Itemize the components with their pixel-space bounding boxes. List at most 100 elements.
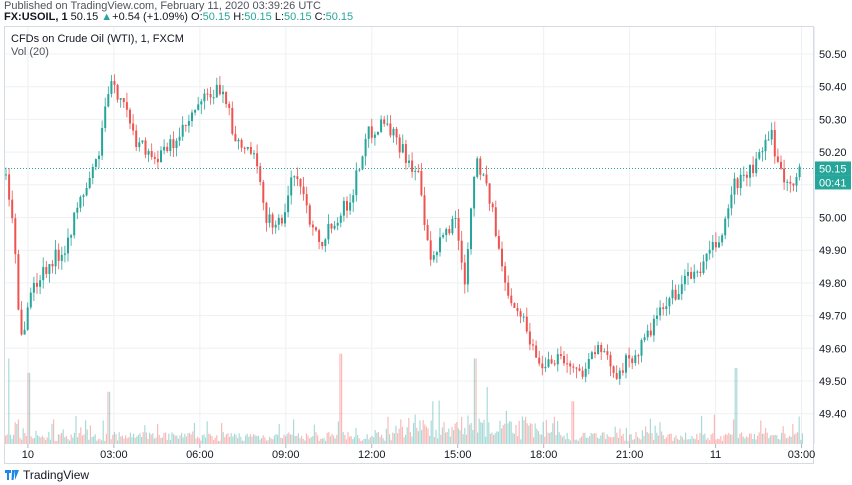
candle-body — [640, 340, 643, 356]
candle-body — [293, 176, 296, 178]
volume-bar — [80, 427, 82, 444]
volume-bar — [291, 434, 293, 444]
volume-bar — [581, 436, 583, 444]
volume-bar — [77, 437, 79, 444]
candle-body — [377, 131, 379, 135]
volume-bar — [350, 436, 352, 444]
volume-bar — [670, 433, 672, 444]
volume-bar — [19, 437, 21, 444]
candle-body — [122, 98, 125, 103]
volume-bar — [462, 434, 464, 444]
ohlc-high-value: 50.15 — [244, 11, 272, 23]
volume-bar — [232, 436, 234, 444]
volume-bar — [329, 436, 331, 444]
volume-bar — [469, 424, 471, 444]
candle-body — [17, 254, 20, 310]
volume-bar — [669, 433, 671, 444]
volume-bar — [678, 439, 680, 444]
volume-bar — [56, 440, 58, 444]
candle-body — [510, 295, 513, 304]
volume-bar — [43, 437, 45, 444]
candle-body — [349, 202, 352, 211]
candle-body — [445, 229, 448, 236]
candle-body — [308, 205, 311, 225]
volume-bar — [221, 423, 223, 444]
volume-bar — [309, 438, 311, 444]
volume-bar — [360, 440, 362, 444]
volume-bar — [302, 438, 304, 444]
volume-bar — [411, 436, 413, 444]
candle-body — [497, 236, 500, 249]
candle-body — [361, 156, 364, 170]
volume-bar — [385, 428, 387, 444]
candle-body — [507, 282, 510, 296]
volume-bar — [693, 438, 695, 444]
volume-bar — [781, 432, 783, 444]
volume-bar — [160, 438, 162, 444]
candle-body — [358, 169, 361, 171]
candle-body — [209, 94, 212, 98]
y-tick-label: 50.50 — [819, 49, 847, 61]
volume-bar — [721, 440, 723, 444]
volume-bar — [605, 439, 607, 444]
volume-bar — [259, 439, 261, 444]
volume-bar — [526, 423, 528, 444]
candle-body — [708, 249, 711, 254]
volume-bar — [539, 434, 541, 444]
volume-bar — [549, 433, 551, 444]
candle-body — [184, 124, 187, 126]
volume-bar — [321, 438, 323, 444]
candle-body — [5, 174, 7, 176]
volume-bar — [569, 440, 571, 444]
volume-bar — [13, 434, 15, 444]
volume-bar — [792, 424, 794, 444]
volume-bar — [257, 435, 259, 444]
volume-bar — [779, 439, 781, 444]
volume-bar — [472, 430, 474, 444]
volume-bar — [768, 438, 770, 444]
candle-body — [26, 307, 29, 330]
candle-body — [690, 271, 693, 279]
candle-body — [470, 208, 472, 250]
candle-body — [792, 183, 795, 186]
change-up-icon: ▲ — [101, 11, 113, 23]
volume-bar — [456, 421, 458, 444]
candle-body — [584, 368, 587, 377]
symbol-change: +0.54 (+1.09%) — [112, 11, 188, 23]
volume-bar — [661, 431, 663, 444]
countdown-tag — [815, 175, 851, 190]
volume-bar — [675, 435, 677, 444]
volume-indicator-label[interactable]: Vol (20) — [11, 46, 49, 58]
candle-body — [541, 363, 544, 369]
volume-bar — [254, 435, 256, 444]
volume-bar — [561, 437, 563, 444]
volume-bar — [533, 437, 535, 444]
volume-bar — [97, 439, 99, 444]
candle-body — [594, 352, 596, 355]
candle-body — [11, 199, 14, 219]
volume-bar — [750, 433, 752, 444]
volume-bar — [109, 391, 111, 444]
volume-bar — [417, 431, 419, 444]
volume-bar — [45, 440, 47, 444]
candle-body — [535, 345, 538, 358]
volume-bar — [379, 437, 381, 444]
volume-bar — [107, 391, 109, 444]
volume-bar — [477, 432, 479, 444]
volume-bar — [69, 440, 71, 444]
volume-bar — [22, 428, 24, 444]
volume-bar — [5, 435, 7, 444]
tradingview-brand[interactable]: TradingView — [4, 468, 89, 482]
volume-bar — [701, 415, 703, 444]
x-tick-label: 03:00 — [100, 449, 128, 461]
volume-bar — [267, 440, 269, 444]
candle-body — [454, 217, 457, 219]
candle-body — [36, 282, 38, 287]
symbol-name[interactable]: FX:USOIL — [4, 11, 56, 23]
candle-body — [652, 318, 655, 336]
volume-bar — [163, 432, 165, 444]
volume-bar — [465, 434, 467, 444]
candle-body — [324, 239, 327, 247]
volume-bar — [136, 436, 138, 444]
